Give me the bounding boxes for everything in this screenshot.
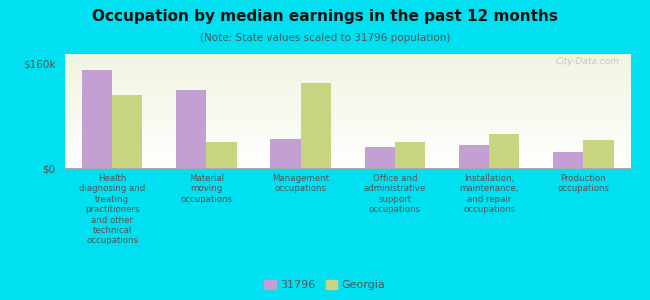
Text: Occupation by median earnings in the past 12 months: Occupation by median earnings in the pas…: [92, 9, 558, 24]
Bar: [82, 70, 112, 168]
Text: (Note: State values scaled to 31796 population): (Note: State values scaled to 31796 popu…: [200, 33, 450, 43]
Legend: 31796, Georgia: 31796, Georgia: [260, 275, 390, 294]
Text: Installation,
maintenance,
and repair
occupations: Installation, maintenance, and repair oc…: [460, 174, 519, 214]
Text: Production
occupations: Production occupations: [558, 174, 610, 194]
Text: City-Data.com: City-Data.com: [555, 57, 619, 66]
Bar: [176, 90, 206, 168]
Text: Management
occupations: Management occupations: [272, 174, 329, 194]
Bar: [365, 147, 395, 168]
Bar: [112, 95, 142, 168]
Bar: [395, 142, 425, 168]
Bar: [270, 139, 300, 168]
Bar: [553, 152, 584, 168]
Text: Health
diagnosing and
treating
practitioners
and other
technical
occupations: Health diagnosing and treating practitio…: [79, 174, 145, 245]
Text: Office and
administrative
support
occupations: Office and administrative support occupa…: [364, 174, 426, 214]
Bar: [300, 83, 331, 168]
Bar: [584, 140, 614, 168]
Bar: [207, 142, 237, 168]
Bar: [489, 134, 519, 168]
Bar: [459, 145, 489, 168]
Text: Material
moving
occupations: Material moving occupations: [181, 174, 233, 204]
